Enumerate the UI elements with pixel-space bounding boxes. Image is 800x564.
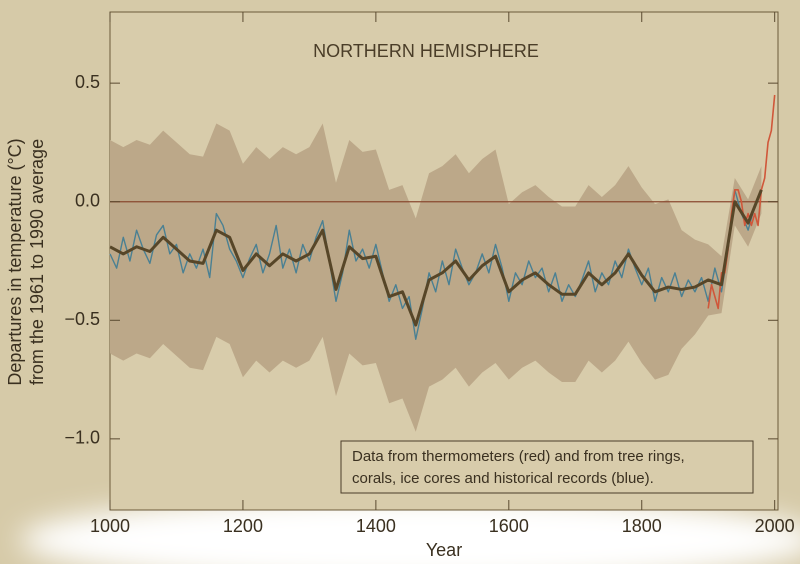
y-axis-label: Departures in temperature (°C) <box>5 138 25 385</box>
smoothed-line <box>109 189 763 327</box>
x-tick-label: 1200 <box>223 516 263 536</box>
x-tick-label: 2000 <box>755 516 795 536</box>
x-tick-label: 1400 <box>356 516 396 536</box>
y-axis-label: from the 1961 to 1990 average <box>27 139 47 385</box>
y-tick-label: 0.5 <box>75 72 100 92</box>
annotation: Data from thermometers (red) and from tr… <box>352 448 685 465</box>
x-tick-label: 1000 <box>90 516 130 536</box>
y-tick-label: 0.0 <box>75 190 100 210</box>
x-tick-label: 1600 <box>489 516 529 536</box>
chart-title: NORTHERN HEMISPHERE <box>313 41 539 61</box>
y-tick-label: −0.5 <box>64 309 100 329</box>
thermometer-line <box>707 94 776 310</box>
annotation-box <box>340 440 754 494</box>
y-tick-label: −1.0 <box>64 428 100 448</box>
glow <box>20 495 800 564</box>
x-tick-label: 1800 <box>622 516 662 536</box>
annotation: corals, ice cores and historical records… <box>352 470 654 487</box>
plot <box>109 94 778 432</box>
x-axis-label: Year <box>426 540 462 560</box>
